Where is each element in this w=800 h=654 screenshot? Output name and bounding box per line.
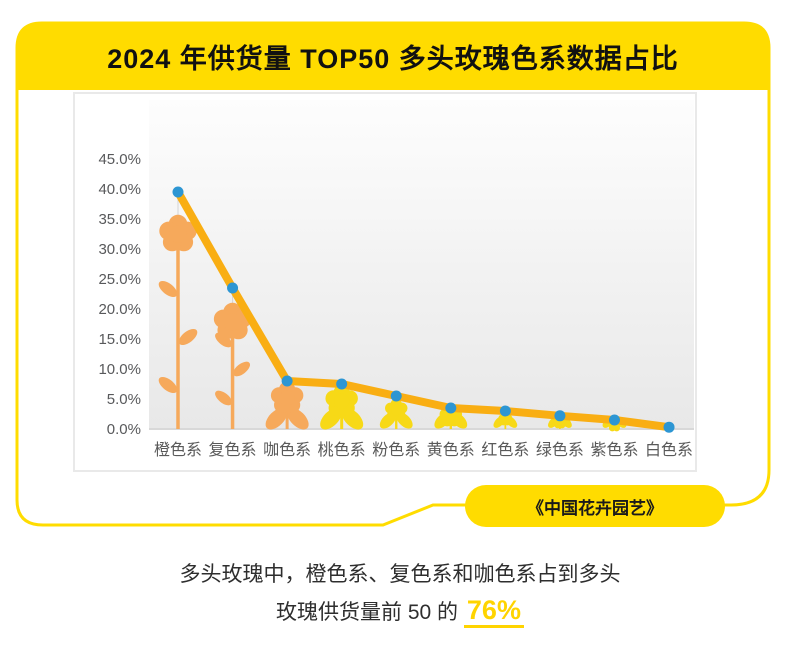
y-axis-tick-label: 5.0% (107, 391, 141, 408)
caption-line-2-prefix: 玫瑰供货量前 50 的 (276, 601, 464, 624)
x-axis-category-label: 白色系 (645, 441, 693, 459)
flower-part (158, 376, 178, 394)
line-chart: 45.0% 40.0% 35.0% 30.0% 25.0% 20.0% 15.0% 10.0%… (98, 100, 694, 459)
x-axis-category-label: 复色系 (209, 441, 257, 459)
data-point (390, 390, 402, 402)
data-point (227, 282, 239, 294)
y-axis-tick-label: 30.0% (98, 241, 141, 258)
y-axis-tick-label: 45.0% (98, 151, 141, 168)
flower-part (391, 404, 402, 416)
flower-part (287, 407, 309, 430)
y-axis-tick-label: 10.0% (98, 361, 141, 378)
chart-panel: 45.0% 40.0% 35.0% 30.0% 25.0% 20.0% 15.0% 10.0%… (73, 92, 697, 472)
y-axis-tick-label: 15.0% (98, 331, 141, 348)
y-axis-tick-label: 20.0% (98, 301, 141, 318)
x-axis-category-label: 粉色系 (372, 441, 420, 459)
flower-part (178, 328, 198, 346)
x-axis-category-label: 橙色系 (154, 441, 202, 459)
flower-decoration (158, 214, 198, 429)
header-band (17, 23, 769, 90)
flower-part (502, 415, 509, 423)
caption-line-1: 多头玫瑰中，橙色系、复色系和咖色系占到多头 (179, 563, 621, 586)
flower-part (215, 332, 233, 348)
source-badge: 《中国花卉园艺》 (465, 485, 725, 527)
x-axis-category-label: 红色系 (481, 441, 529, 459)
flower-part (279, 390, 295, 406)
data-point (499, 405, 511, 417)
page-title: 2024 年供货量 TOP50 多头玫瑰色系数据占比 (107, 44, 679, 74)
y-axis-tick-label: 25.0% (98, 271, 141, 288)
flower-decoration (265, 381, 309, 430)
flower-decoration (379, 398, 413, 429)
flower-decoration (320, 384, 364, 430)
highlight-percentage: 76% (463, 595, 524, 628)
y-axis-tick-label: 40.0% (98, 181, 141, 198)
caption-line-2: 玫瑰供货量前 50 的 76% (0, 594, 800, 632)
flower-part (265, 407, 288, 430)
trend-line (174, 188, 674, 432)
y-axis-tick-label: 0.0% (107, 421, 141, 438)
flower-part (158, 280, 178, 298)
x-axis-category-label: 绿色系 (536, 441, 584, 459)
x-axis-category-label: 咖色系 (263, 441, 311, 459)
x-axis-category-label: 桃色系 (318, 441, 366, 459)
flower-part (223, 313, 242, 331)
flower-decoration (213, 302, 252, 429)
flower-part (169, 225, 187, 243)
data-point (172, 186, 184, 198)
x-axis-category-label: 黄色系 (427, 441, 475, 459)
flower-part (233, 361, 251, 377)
data-point (336, 378, 348, 390)
caption: 多头玫瑰中，橙色系、复色系和咖色系占到多头 玫瑰供货量前 50 的 76% (0, 556, 800, 632)
flower-part (215, 390, 233, 406)
data-point (554, 410, 566, 422)
flower-part (445, 410, 457, 422)
flower-decoration (493, 411, 518, 429)
flower-part (334, 393, 350, 409)
data-point (608, 414, 620, 426)
plot-background (149, 100, 694, 429)
x-axis-category-label: 紫色系 (590, 441, 638, 459)
data-point (281, 375, 293, 387)
data-point (663, 421, 675, 433)
y-axis-tick-label: 35.0% (98, 211, 141, 228)
data-point (445, 402, 457, 414)
